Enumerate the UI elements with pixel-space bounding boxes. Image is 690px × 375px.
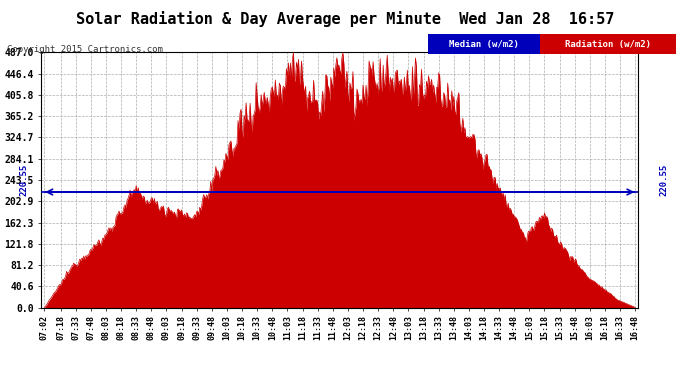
Text: Solar Radiation & Day Average per Minute  Wed Jan 28  16:57: Solar Radiation & Day Average per Minute… <box>76 11 614 27</box>
Text: Radiation (w/m2): Radiation (w/m2) <box>565 40 651 49</box>
Bar <box>540 34 676 54</box>
Text: Copyright 2015 Cartronics.com: Copyright 2015 Cartronics.com <box>7 45 163 54</box>
Text: 220.55: 220.55 <box>659 164 669 196</box>
Bar <box>428 34 540 54</box>
Text: 220.55: 220.55 <box>19 164 29 196</box>
Text: Median (w/m2): Median (w/m2) <box>448 40 519 49</box>
